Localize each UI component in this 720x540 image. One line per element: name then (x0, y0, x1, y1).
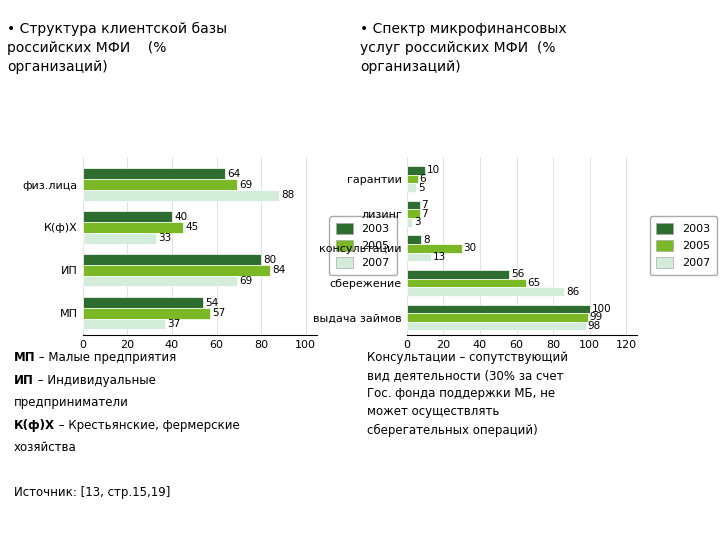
Text: предприниматели: предприниматели (14, 396, 129, 409)
Bar (407, 175, 418, 184)
Text: Консультации – сопутствующий
вид деятельности (30% за счет
Гос. фонда поддержки : Консультации – сопутствующий вид деятель… (367, 352, 568, 436)
Bar (83, 222, 183, 233)
Bar (83, 276, 237, 287)
Text: 69: 69 (239, 276, 252, 286)
Legend: 2003, 2005, 2007: 2003, 2005, 2007 (649, 217, 717, 275)
Bar (83, 308, 210, 319)
Text: 88: 88 (281, 190, 294, 200)
Bar (407, 235, 421, 244)
Bar (407, 253, 431, 261)
Text: 30: 30 (464, 244, 477, 253)
Text: 13: 13 (433, 252, 446, 262)
Bar (83, 190, 279, 201)
Bar (407, 244, 462, 253)
Text: 40: 40 (174, 212, 187, 222)
Bar (407, 201, 420, 210)
Text: • Структура клиентской базы
российских МФИ    (%
организаций): • Структура клиентской базы российских М… (7, 22, 228, 73)
Bar (83, 265, 270, 276)
Text: – Индивидуальные: – Индивидуальные (34, 374, 156, 387)
Text: 84: 84 (272, 265, 285, 275)
Bar (407, 322, 586, 330)
Text: ИП: ИП (14, 374, 34, 387)
Bar (83, 254, 261, 265)
Text: 56: 56 (511, 269, 524, 279)
Text: 3: 3 (414, 217, 420, 227)
Bar (83, 297, 203, 308)
Text: 33: 33 (158, 233, 172, 243)
Text: – Крестьянские, фермерские: – Крестьянские, фермерские (55, 418, 240, 431)
Bar (407, 270, 509, 279)
Bar (83, 211, 172, 222)
Text: 64: 64 (228, 169, 241, 179)
Bar (83, 179, 237, 190)
Bar (407, 313, 588, 322)
Text: 80: 80 (264, 255, 276, 265)
Text: хозяйства: хозяйства (14, 441, 76, 454)
Text: 99: 99 (590, 313, 603, 322)
Text: 5: 5 (418, 183, 424, 193)
Text: 65: 65 (528, 278, 541, 288)
Text: 100: 100 (592, 304, 611, 314)
Text: 10: 10 (427, 165, 440, 176)
Text: • Спектр микрофинансовых
услуг российских МФИ  (%
организаций): • Спектр микрофинансовых услуг российски… (360, 22, 567, 73)
Text: 54: 54 (205, 298, 219, 308)
Text: 8: 8 (423, 235, 430, 245)
Text: 37: 37 (168, 319, 181, 329)
Text: МП: МП (14, 352, 35, 365)
Bar (83, 233, 156, 244)
Text: 7: 7 (421, 208, 428, 219)
Text: К(ф)Х: К(ф)Х (14, 418, 55, 431)
Text: 57: 57 (212, 308, 225, 319)
Bar (83, 168, 225, 179)
Text: 98: 98 (588, 321, 601, 331)
Bar (83, 319, 166, 329)
Text: 86: 86 (566, 287, 579, 296)
Text: – Малые предприятия: – Малые предприятия (35, 352, 176, 365)
Text: 45: 45 (185, 222, 199, 232)
Bar (407, 279, 526, 287)
Legend: 2003, 2005, 2007: 2003, 2005, 2007 (329, 217, 397, 275)
Bar (407, 184, 416, 192)
Text: 7: 7 (421, 200, 428, 210)
Bar (407, 166, 425, 175)
Text: 69: 69 (239, 179, 252, 190)
Bar (407, 218, 413, 227)
Text: Источник: [13, стр.15,19]: Источник: [13, стр.15,19] (14, 485, 170, 498)
Bar (407, 210, 420, 218)
Bar (407, 287, 564, 296)
Bar (407, 305, 590, 313)
Text: 6: 6 (420, 174, 426, 184)
